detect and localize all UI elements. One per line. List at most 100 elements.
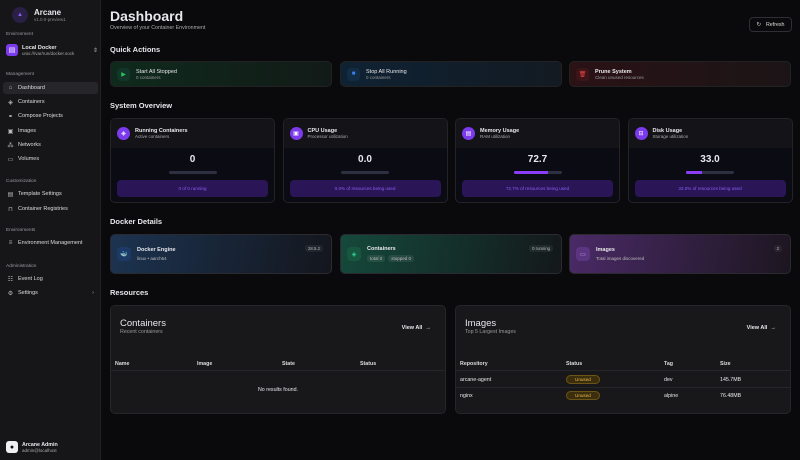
sidebar-item-event-log[interactable]: ☷ Event Log xyxy=(3,273,98,285)
total-pill: total 0 xyxy=(367,255,386,262)
panel-title: Containers xyxy=(120,318,166,329)
docker-engine-card[interactable]: 🐳 Docker Engine linux • aarch64 28.5.2 xyxy=(110,234,332,274)
disk-icon: ⊟ xyxy=(634,127,648,140)
stat-card-header: ▣ CPU Usage Processor utilization xyxy=(283,119,447,148)
drive-icon: ▭ xyxy=(7,156,14,163)
sidebar-item-template-settings[interactable]: ▤ Template Settings xyxy=(3,188,98,200)
sidebar-item-label: Container Registries xyxy=(18,206,68,212)
sidebar-item-volumes[interactable]: ▭ Volumes xyxy=(3,153,98,165)
box-icon: ◈ xyxy=(347,247,361,261)
section-administration: Administration xyxy=(6,264,37,269)
column-header[interactable]: Repository xyxy=(460,361,488,367)
action-sub: Clean unused resources xyxy=(595,74,644,80)
sidebar-item-dashboard[interactable]: ⌂ Dashboard xyxy=(3,82,98,94)
column-header[interactable]: State xyxy=(282,361,295,367)
memory-icon: ▤ xyxy=(462,127,475,140)
page-subtitle: Overview of your Container Environment xyxy=(110,25,206,31)
card-sub: Total images discovered xyxy=(596,256,645,261)
cpu-icon: ▣ xyxy=(289,127,303,140)
column-header[interactable]: Status xyxy=(566,361,583,367)
environment-socket: unix:///var/run/docker.sock xyxy=(22,50,75,56)
resources-heading: Resources xyxy=(110,288,149,297)
sidebar-item-label: Template Settings xyxy=(18,191,62,197)
sidebar-item-environment-management[interactable]: ≡ Environment Management xyxy=(3,237,98,249)
table-row[interactable]: arcane-agent Unused dev 145.7MB xyxy=(456,372,790,388)
card-title: Docker Engine xyxy=(137,247,176,253)
stat-value: 33.0 xyxy=(700,154,720,165)
log-icon: ☷ xyxy=(7,276,14,283)
images-panel: Images Top 5 Largest Images View All → R… xyxy=(455,305,791,414)
section-customization: Customization xyxy=(6,179,37,184)
panel-subtitle: Top 5 Largest Images xyxy=(465,329,516,335)
sidebar-item-label: Volumes xyxy=(18,156,40,162)
usage-progress-fill xyxy=(686,171,702,174)
refresh-icon: ↻ xyxy=(756,21,761,28)
sidebar-item-label: Event Log xyxy=(18,276,43,282)
stop-all-running-button[interactable]: ■ Stop All Running 0 containers xyxy=(340,61,562,87)
sidebar-item-label: Environment Management xyxy=(18,240,83,246)
images-card[interactable]: ▭ Images Total images discovered 2 xyxy=(569,234,791,274)
avatar-icon: ● xyxy=(6,441,18,453)
image-count-badge: 2 xyxy=(773,245,782,252)
view-all-containers-link[interactable]: View All → xyxy=(402,325,431,331)
column-header[interactable]: Status xyxy=(360,361,377,367)
sidebar-item-networks[interactable]: ⁂ Networks xyxy=(3,139,98,151)
stat-value: 0 xyxy=(189,154,196,165)
column-header[interactable]: Name xyxy=(115,361,130,367)
refresh-button[interactable]: ↻ Refresh xyxy=(749,17,792,32)
stop-icon: ■ xyxy=(347,67,360,81)
status-badge: Unused xyxy=(566,391,600,400)
sidebar-item-settings[interactable]: ⚙ Settings › xyxy=(3,287,98,299)
environment-switcher[interactable]: ▤ Local Docker unix:///var/run/docker.so… xyxy=(6,44,98,56)
column-header[interactable]: Size xyxy=(720,361,731,367)
action-sub: 0 containers xyxy=(136,74,161,80)
gear-icon: ⚙ xyxy=(7,290,14,297)
docker-icon: ▤ xyxy=(6,44,18,56)
size-cell: 76.48MB xyxy=(720,393,742,399)
sidebar-item-label: Containers xyxy=(18,99,45,105)
stat-card: ▣ CPU Usage Processor utilization 0.0 0.0%… xyxy=(282,118,448,203)
brand[interactable]: ▲ Arcane v1.0.0-preview1 xyxy=(12,7,66,23)
stat-subtitle: Active containers xyxy=(135,134,170,139)
prune-system-button[interactable]: 🗑 Prune System Clean unused resources xyxy=(569,61,791,87)
template-icon: ▤ xyxy=(7,191,14,198)
stat-title: CPU Usage xyxy=(307,128,338,134)
sidebar-item-images[interactable]: ▣ Images xyxy=(3,125,98,137)
sidebar-item-label: Compose Projects xyxy=(18,113,63,119)
docker-details-heading: Docker Details xyxy=(110,217,163,226)
network-icon: ⁂ xyxy=(7,142,14,149)
stat-note: 0 of 0 running xyxy=(117,180,268,197)
containers-panel: Containers Recent containers View All → … xyxy=(110,305,446,414)
chevron-right-icon: › xyxy=(92,290,94,296)
sidebar-item-compose-projects[interactable]: ⚭ Compose Projects xyxy=(3,110,98,122)
user-menu[interactable]: ● Arcane Admin admin@localhost xyxy=(6,441,58,453)
usage-progress-bar xyxy=(513,171,562,174)
stat-title: Disk Usage xyxy=(652,128,683,134)
sidebar-item-label: Dashboard xyxy=(18,85,45,91)
stat-value: 0.0 xyxy=(358,154,372,165)
stat-subtitle: RAM utilization xyxy=(480,134,511,139)
arrow-right-icon: → xyxy=(425,325,432,331)
page-title: Dashboard xyxy=(110,8,184,24)
sidebar-item-container-registries[interactable]: ⊓ Container Registries xyxy=(3,203,98,215)
stat-card: ◈ Running Containers Active containers 0 0… xyxy=(110,118,275,203)
link-icon: ⚭ xyxy=(7,113,14,120)
action-sub: 0 containers xyxy=(366,74,391,80)
start-all-stopped-button[interactable]: ▶ Start All Stopped 0 containers xyxy=(110,61,332,87)
column-header[interactable]: Image xyxy=(197,361,213,367)
usage-progress-bar xyxy=(686,171,734,174)
version-badge: 28.5.2 xyxy=(305,245,323,252)
whale-icon: 🐳 xyxy=(117,247,131,261)
column-header[interactable]: Tag xyxy=(664,361,674,367)
table-row[interactable]: nginx Unused alpine 76.48MB xyxy=(456,388,790,404)
view-all-images-link[interactable]: View All → xyxy=(747,325,776,331)
arcane-logo-icon: ▲ xyxy=(12,7,28,23)
containers-card[interactable]: ◈ Containers total 0 stopped 0 0 running xyxy=(340,234,562,274)
server-icon: ≡ xyxy=(8,240,13,246)
stat-card: ▤ Memory Usage RAM utilization 72.7 72.7% … xyxy=(455,118,620,203)
image-icon: ▭ xyxy=(576,247,590,261)
stat-value: 72.7 xyxy=(527,154,548,165)
action-label: Start All Stopped xyxy=(136,68,177,75)
user-email: admin@localhost xyxy=(22,447,57,453)
sidebar-item-containers[interactable]: ◈ Containers xyxy=(3,96,98,108)
